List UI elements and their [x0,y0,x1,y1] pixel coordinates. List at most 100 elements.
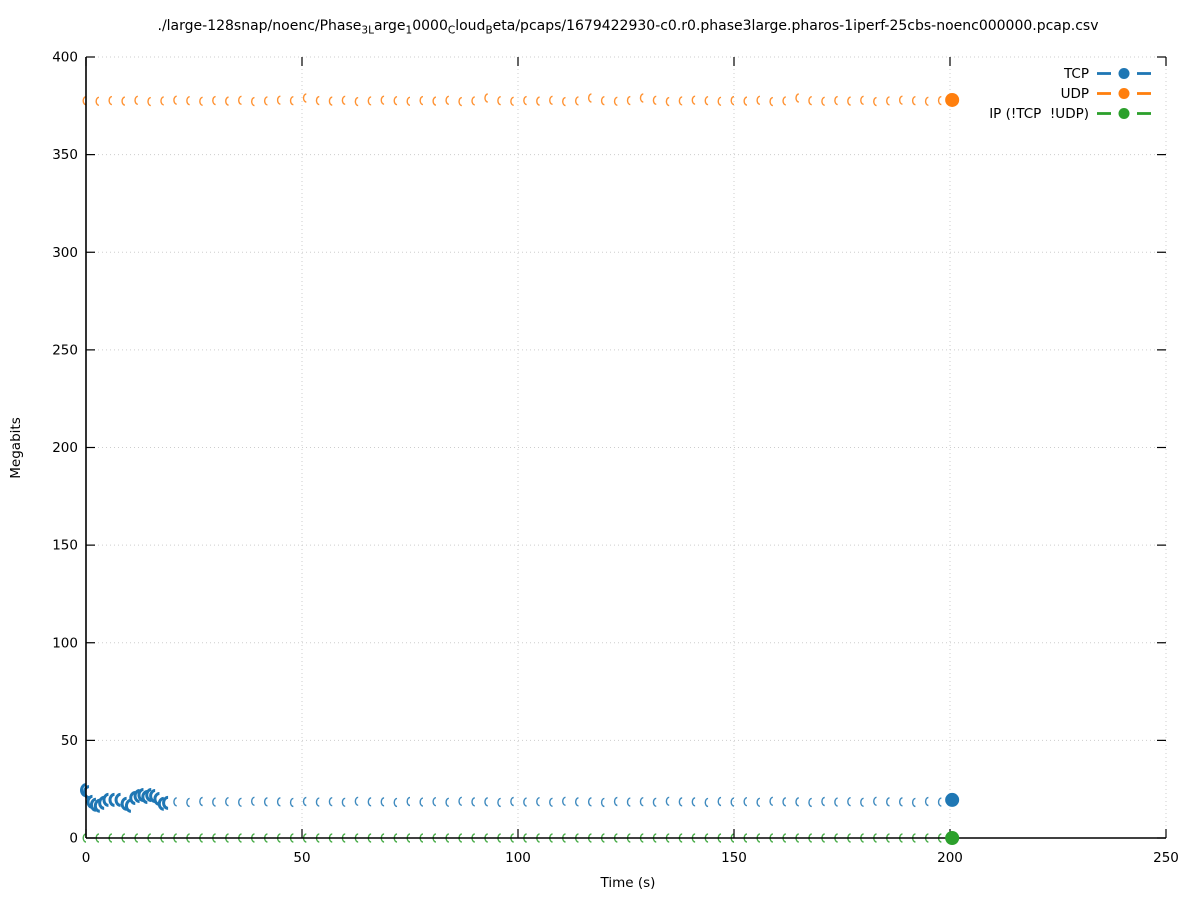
x-tick-label: 100 [505,850,531,866]
data-point-mark [847,796,851,807]
data-point-mark [225,96,229,106]
data-point-mark [380,797,385,807]
data-point-mark [173,95,177,105]
data-point-mark [471,96,475,106]
data-point-mark [886,96,890,106]
data-point-mark [808,797,812,808]
data-point-mark [743,96,748,106]
data-point-mark [510,96,514,107]
data-point-mark [263,797,268,807]
data-point-mark [199,96,203,107]
legend-label-tcp: TCP [1063,66,1089,82]
data-point-mark [212,797,216,807]
data-point-mark [341,95,346,106]
data-point-mark [95,96,100,107]
data-point-mark [393,797,398,808]
title-subscript: B [485,25,492,37]
data-point-mark [212,95,216,106]
data-point-mark [328,96,333,106]
data-point-mark [898,797,903,807]
y-tick-label: 300 [52,245,78,261]
data-point-mark [315,797,320,807]
data-point-mark [549,95,553,106]
data-point-mark [652,95,657,106]
data-point-mark [847,96,851,106]
data-point-mark [717,796,722,807]
data-point-mark [238,797,242,807]
data-point-mark [124,798,132,813]
y-tick-label: 50 [61,733,78,749]
data-point-mark [406,96,411,107]
grid-layer [85,56,1167,839]
data-point-mark [108,792,115,807]
title-segment: eta/pcaps/1679422930-c0.r0.phase3large.p… [493,18,1099,34]
title-subscript: 1 [406,25,413,37]
data-point-mark [782,797,787,807]
y-tick-label: 200 [52,440,78,456]
data-point-mark [924,796,929,807]
data-point-mark [808,96,812,106]
data-point-mark [134,95,139,106]
data-point-mark [186,96,190,106]
data-point-mark [199,796,203,807]
data-point-mark [497,96,501,106]
data-point-mark [445,95,450,106]
data-point-mark [406,796,411,807]
end-points-layer [945,92,960,845]
data-point-mark [600,96,605,106]
data-point-mark [587,93,592,103]
data-point-mark [121,96,126,106]
data-point-mark [160,96,164,106]
title-subscript: C [448,25,455,37]
legend-marker-tcp [1118,68,1130,79]
data-point-mark [756,95,761,106]
data-point-mark [419,95,424,106]
data-point-mark [315,95,320,106]
data-point-mark [665,796,670,806]
data-point-mark [549,797,553,807]
end-point-udp [945,92,960,107]
data-point-mark [873,96,877,107]
data-point-mark [367,96,372,106]
data-point-mark [129,790,136,805]
data-point-mark [341,797,346,807]
data-point-mark [458,96,463,107]
y-tick-label: 0 [69,831,78,847]
data-point-mark [626,797,631,807]
data-point-mark [911,797,916,808]
data-point-mark [497,797,501,808]
tick-labels-layer: 0 50 100 150 200 250 0 50 100 150 200 250 300 350 400 [52,50,1179,867]
series-marks-tcp [80,783,942,813]
data-point-mark [613,96,618,107]
data-point-mark [769,96,774,107]
y-tick-label: 250 [52,342,78,358]
data-point-mark [600,797,605,808]
y-tick-label: 400 [52,50,78,66]
data-point-mark [380,95,385,105]
data-point-mark [458,796,463,806]
data-point-mark [133,789,140,804]
data-point-mark [250,96,255,107]
data-point-mark [225,796,229,807]
data-point-mark [83,785,90,800]
data-point-mark [276,95,281,105]
data-point-mark [782,96,787,106]
data-point-mark [302,93,307,103]
data-point-mark [173,797,177,807]
data-point-mark [445,797,450,807]
data-point-mark [821,796,825,807]
x-axis-title: Time (s) [600,875,656,891]
data-point-mark [821,96,825,107]
data-point-mark [147,96,151,107]
data-point-mark [238,95,242,106]
data-point-mark [536,796,540,807]
data-point-mark [289,96,294,106]
end-point-ip-tcp-udp- [945,831,960,845]
data-point-mark [665,96,670,107]
end-point-tcp [945,792,960,807]
data-point-mark [639,796,644,807]
title-segment: arge [374,18,406,34]
data-point-mark [860,95,864,106]
